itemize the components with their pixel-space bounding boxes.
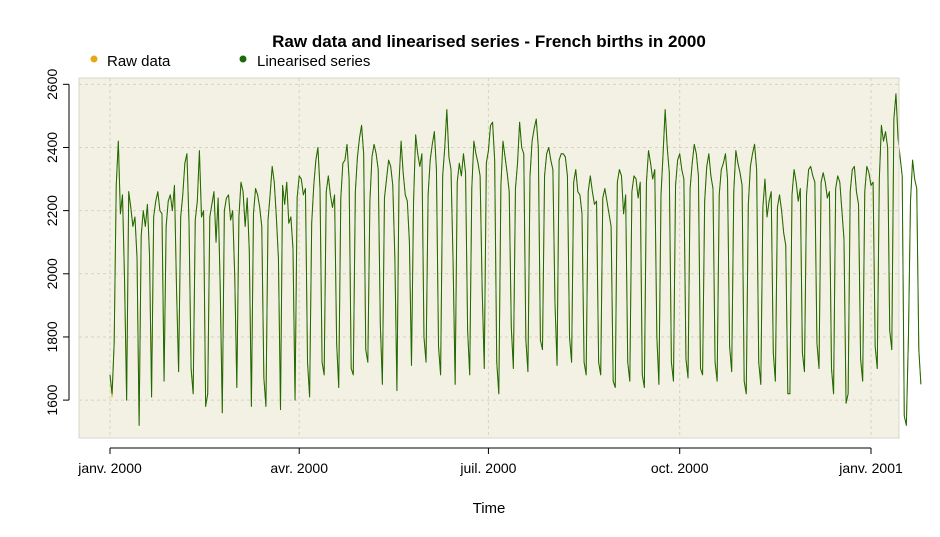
y-tick-label: 2600	[44, 69, 60, 100]
y-tick-label: 2400	[44, 132, 60, 163]
grid-lines	[79, 78, 899, 438]
plot-background	[79, 78, 899, 438]
x-tick-label: juil. 2000	[459, 460, 516, 476]
x-axis: janv. 2000 avr. 2000 juil. 2000 oct. 2000 ja…	[77, 447, 903, 476]
series-lines	[109, 93, 922, 426]
y-axis: 1600 1800 2000 2200 2400 2600	[44, 69, 70, 416]
plot-frame	[78, 77, 900, 439]
series-line-linearised-series	[109, 93, 922, 426]
legend-label-raw-data: Raw data	[107, 53, 171, 70]
x-tick-label: avr. 2000	[270, 460, 328, 476]
y-tick-label: 2000	[44, 258, 60, 289]
legend-marker-raw-data	[90, 55, 98, 63]
legend: Raw data Linearised series	[90, 53, 370, 70]
y-tick-label: 1600	[44, 384, 60, 415]
x-tick-label: janv. 2001	[838, 460, 903, 476]
legend-marker-linearised-series	[239, 55, 247, 63]
x-tick-label: janv. 2000	[77, 460, 142, 476]
y-tick-label: 1800	[44, 321, 60, 352]
x-tick-label: oct. 2000	[651, 460, 709, 476]
x-axis-title: Time	[473, 500, 506, 517]
legend-label-linearised-series: Linearised series	[257, 53, 370, 70]
chart-title: Raw data and linearised series - French …	[272, 32, 706, 51]
y-tick-label: 2200	[44, 195, 60, 226]
